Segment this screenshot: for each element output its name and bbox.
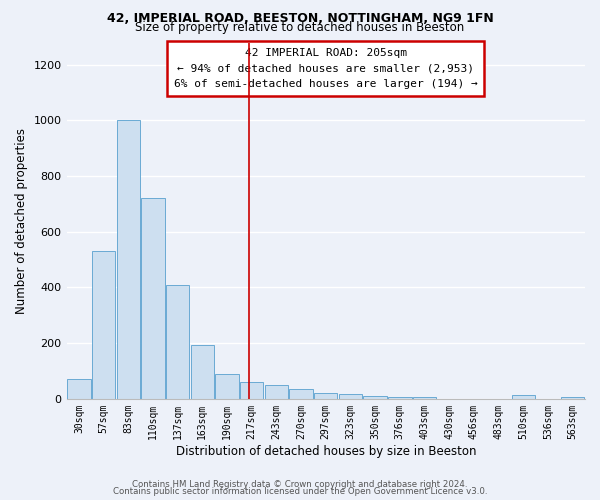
Bar	[92, 252, 115, 399]
Bar	[388, 396, 412, 399]
Bar	[265, 385, 288, 399]
X-axis label: Distribution of detached houses by size in Beeston: Distribution of detached houses by size …	[176, 444, 476, 458]
Bar	[141, 198, 164, 399]
Bar	[364, 396, 387, 399]
Bar	[339, 394, 362, 399]
Bar	[240, 382, 263, 399]
Bar	[191, 344, 214, 399]
Bar	[215, 374, 239, 399]
Text: 42, IMPERIAL ROAD, BEESTON, NOTTINGHAM, NG9 1FN: 42, IMPERIAL ROAD, BEESTON, NOTTINGHAM, …	[107, 12, 493, 26]
Bar	[413, 398, 436, 399]
Bar	[314, 394, 337, 399]
Bar	[561, 398, 584, 399]
Text: Size of property relative to detached houses in Beeston: Size of property relative to detached ho…	[136, 22, 464, 35]
Bar	[512, 394, 535, 399]
Bar	[289, 389, 313, 399]
Bar	[116, 120, 140, 399]
Text: 42 IMPERIAL ROAD: 205sqm
← 94% of detached houses are smaller (2,953)
6% of semi: 42 IMPERIAL ROAD: 205sqm ← 94% of detach…	[174, 48, 478, 89]
Text: Contains HM Land Registry data © Crown copyright and database right 2024.: Contains HM Land Registry data © Crown c…	[132, 480, 468, 489]
Bar	[166, 284, 190, 399]
Y-axis label: Number of detached properties: Number of detached properties	[15, 128, 28, 314]
Bar	[67, 380, 91, 399]
Text: Contains public sector information licensed under the Open Government Licence v3: Contains public sector information licen…	[113, 487, 487, 496]
